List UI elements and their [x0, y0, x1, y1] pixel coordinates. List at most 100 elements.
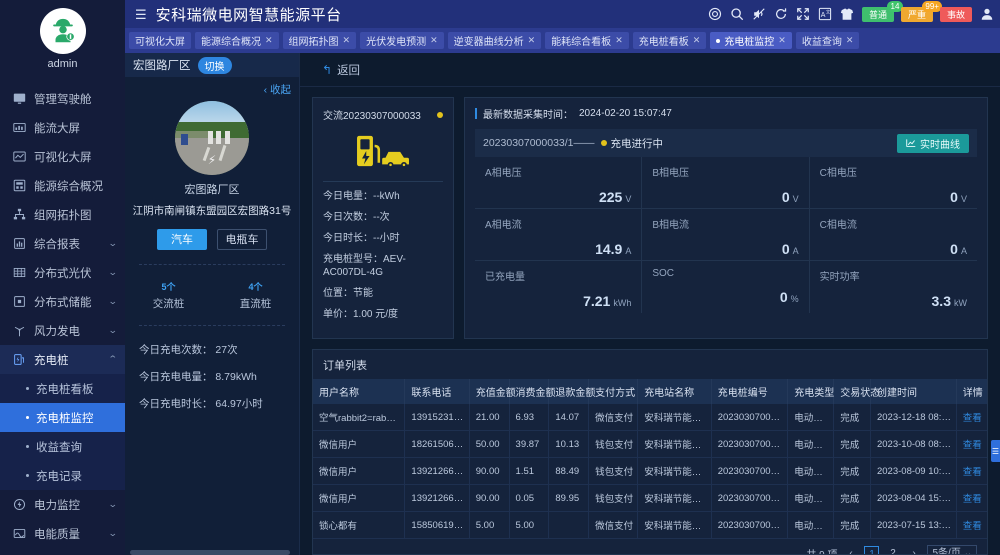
- col-recharge-amount[interactable]: 充值金额: [469, 379, 516, 404]
- vehicle-type-ebike-button[interactable]: 电瓶车: [217, 228, 267, 250]
- sidebar-item-power-quality[interactable]: 电能质量 ⌄: [0, 519, 125, 548]
- cell-label: C相电压: [819, 168, 857, 179]
- sidebar-item-power-monitor[interactable]: 电力监控 ⌄: [0, 490, 125, 519]
- cell-pile-no: 20230307000033: [711, 457, 789, 485]
- sidebar-subitem-charge-records[interactable]: 充电记录: [0, 461, 125, 490]
- collapse-panel-button[interactable]: ‹ 收起: [263, 84, 291, 96]
- page-button-2[interactable]: 2: [890, 547, 896, 555]
- tab-pile-monitor[interactable]: 充电桩监控 ✕: [710, 32, 792, 49]
- tab-visual-screen[interactable]: 可视化大屏: [129, 32, 191, 49]
- close-icon[interactable]: ✕: [615, 35, 623, 45]
- hamburger-icon[interactable]: ☰: [135, 6, 147, 22]
- cell-consume: 1.51: [509, 457, 550, 485]
- sidebar-subitem-revenue-query[interactable]: 收益查询: [0, 432, 125, 461]
- detail-panels: 交流20230307000033: [300, 87, 1000, 339]
- alert-pill-accident[interactable]: 事故: [939, 6, 972, 22]
- table-row[interactable]: 微信用户 18261506772 50.00 39.87 10.13 钱包支付 …: [313, 430, 987, 458]
- tab-pile-board[interactable]: 充电桩看板 ✕: [632, 32, 707, 49]
- col-charge-type[interactable]: 充电类型: [787, 379, 834, 404]
- active-dot-icon: [716, 38, 721, 43]
- sidebar-subitem-pile-board[interactable]: 充电桩看板: [0, 374, 125, 403]
- cell-label: B相电流: [652, 220, 689, 231]
- next-page-button[interactable]: ›: [912, 547, 916, 555]
- table-row[interactable]: 微信用户 13921266591 90.00 0.05 89.95 钱包支付 安…: [313, 484, 987, 512]
- ac-pile-unit: 个: [166, 281, 176, 292]
- horizontal-scrollbar[interactable]: [130, 550, 290, 555]
- close-icon[interactable]: ✕: [845, 35, 854, 45]
- page-size-select[interactable]: 5条/页 ⌄: [927, 545, 977, 554]
- back-arrow-icon[interactable]: ↰: [322, 62, 333, 77]
- col-payment-method[interactable]: 支付方式: [588, 379, 639, 404]
- close-icon[interactable]: ✕: [342, 35, 351, 45]
- close-icon[interactable]: ✕: [430, 35, 438, 45]
- cell-phone: 18261506772: [404, 430, 470, 458]
- col-create-time[interactable]: 创建时间: [870, 379, 957, 404]
- view-detail-link[interactable]: 查看: [956, 484, 987, 512]
- switch-site-button[interactable]: 切换: [197, 56, 232, 74]
- alert-pill-normal[interactable]: 普通 14: [861, 0, 903, 22]
- sidebar-item-charging-pile[interactable]: 充电桩 ⌃: [0, 345, 125, 374]
- sidebar-item-distributed-storage[interactable]: 分布式储能 ⌄: [0, 287, 125, 316]
- target-icon[interactable]: [708, 7, 723, 22]
- page-button-1[interactable]: 1: [864, 545, 880, 554]
- sidebar-item-wind-power[interactable]: 风力发电 ⌄: [0, 316, 125, 345]
- col-refund-amount[interactable]: 退款金额: [548, 379, 595, 404]
- sidebar-item-energy-flow[interactable]: 能流大屏: [0, 113, 125, 142]
- close-icon[interactable]: ✕: [265, 35, 273, 45]
- col-consume-amount[interactable]: 消费金额: [509, 379, 556, 404]
- cell-charge-type: 电动汽车: [787, 404, 835, 431]
- view-detail-link[interactable]: 查看: [956, 430, 987, 458]
- fullscreen-icon[interactable]: [796, 7, 811, 22]
- tab-energy-consumption-board[interactable]: 能耗综合看板 ✕: [545, 32, 629, 49]
- shirt-icon[interactable]: [840, 7, 855, 22]
- pile-price-line: 单价：1.00 元/度: [323, 309, 399, 320]
- view-detail-link[interactable]: 查看: [956, 404, 987, 431]
- sidebar-item-energy-overview[interactable]: 能源综合概况: [0, 171, 125, 200]
- side-drawer-handle[interactable]: ☰: [991, 440, 1000, 462]
- cell-refund: 14.07: [548, 404, 590, 431]
- col-detail[interactable]: 详情: [956, 379, 987, 404]
- table-row[interactable]: 空气rabbit2=rabbit2= 13915231626 21.00 6.9…: [313, 404, 987, 431]
- refresh-icon[interactable]: [774, 7, 789, 22]
- tab-inverter-curve[interactable]: 逆变器曲线分析 ✕: [447, 32, 542, 49]
- close-icon[interactable]: ✕: [778, 35, 786, 45]
- realtime-curve-button[interactable]: 实时曲线: [897, 133, 969, 153]
- prev-page-button[interactable]: ‹: [849, 547, 853, 555]
- col-transaction-status[interactable]: 交易状态: [833, 379, 880, 404]
- table-row[interactable]: 锁心都有 15850619772 5.00 5.00 微信支付 安科瑞节能新厂 …: [313, 511, 987, 539]
- col-user-name[interactable]: 用户名称: [313, 379, 406, 404]
- sidebar-item-topology[interactable]: 组网拓扑图: [0, 200, 125, 229]
- view-detail-link[interactable]: 查看: [956, 511, 987, 539]
- user-icon[interactable]: [979, 7, 994, 22]
- col-pile-number[interactable]: 充电桩编号: [711, 379, 789, 404]
- close-icon[interactable]: ✕: [527, 35, 536, 45]
- sidebar-item-distributed-pv[interactable]: 分布式光伏 ⌄: [0, 258, 125, 287]
- close-icon[interactable]: ✕: [692, 35, 701, 45]
- tab-revenue-query[interactable]: 收益查询 ✕: [795, 32, 860, 49]
- mute-icon[interactable]: [752, 7, 767, 22]
- sidebar-item-cockpit[interactable]: 管理驾驶舱: [0, 84, 125, 113]
- sidebar-item-visual-screen[interactable]: 可视化大屏: [0, 142, 125, 171]
- sidebar-item-electrical-safety[interactable]: 电气安全 ⌄: [0, 548, 125, 555]
- sidebar-subitem-pile-monitor[interactable]: 充电桩监控: [0, 403, 125, 432]
- tab-topology[interactable]: 组网拓扑图 ✕: [282, 32, 357, 49]
- tab-energy-overview[interactable]: 能源综合概况 ✕: [195, 32, 279, 49]
- vehicle-type-car-button[interactable]: 汽车: [157, 228, 207, 250]
- alert-pill-severe[interactable]: 严重 99+: [900, 0, 942, 22]
- search-icon[interactable]: [730, 7, 745, 22]
- col-station-name[interactable]: 充电站名称: [637, 379, 712, 404]
- sidebar-item-reports[interactable]: 综合报表 ⌄: [0, 229, 125, 258]
- table-row[interactable]: 微信用户 13921266591 90.00 1.51 88.49 钱包支付 安…: [313, 457, 987, 485]
- view-detail-link[interactable]: 查看: [956, 457, 987, 485]
- gun-status-row: 20230307000033/1—— 充电进行中 实时曲线: [475, 129, 977, 157]
- measurement-cell-charged-energy: 已充电量 7.21 kWh: [475, 261, 643, 313]
- cell-value: 7.21: [583, 293, 611, 309]
- tab-pv-forecast[interactable]: 光伏发电预测 ✕: [360, 32, 444, 49]
- back-button[interactable]: 返回: [337, 64, 361, 77]
- col-phone[interactable]: 联系电话: [404, 379, 470, 404]
- site-address: 江阴市南闸镇东盟园区宏图路31号: [132, 205, 292, 217]
- worker-avatar-icon[interactable]: [39, 8, 86, 54]
- collect-time-value: 2024-02-20 15:07:47: [579, 108, 672, 119]
